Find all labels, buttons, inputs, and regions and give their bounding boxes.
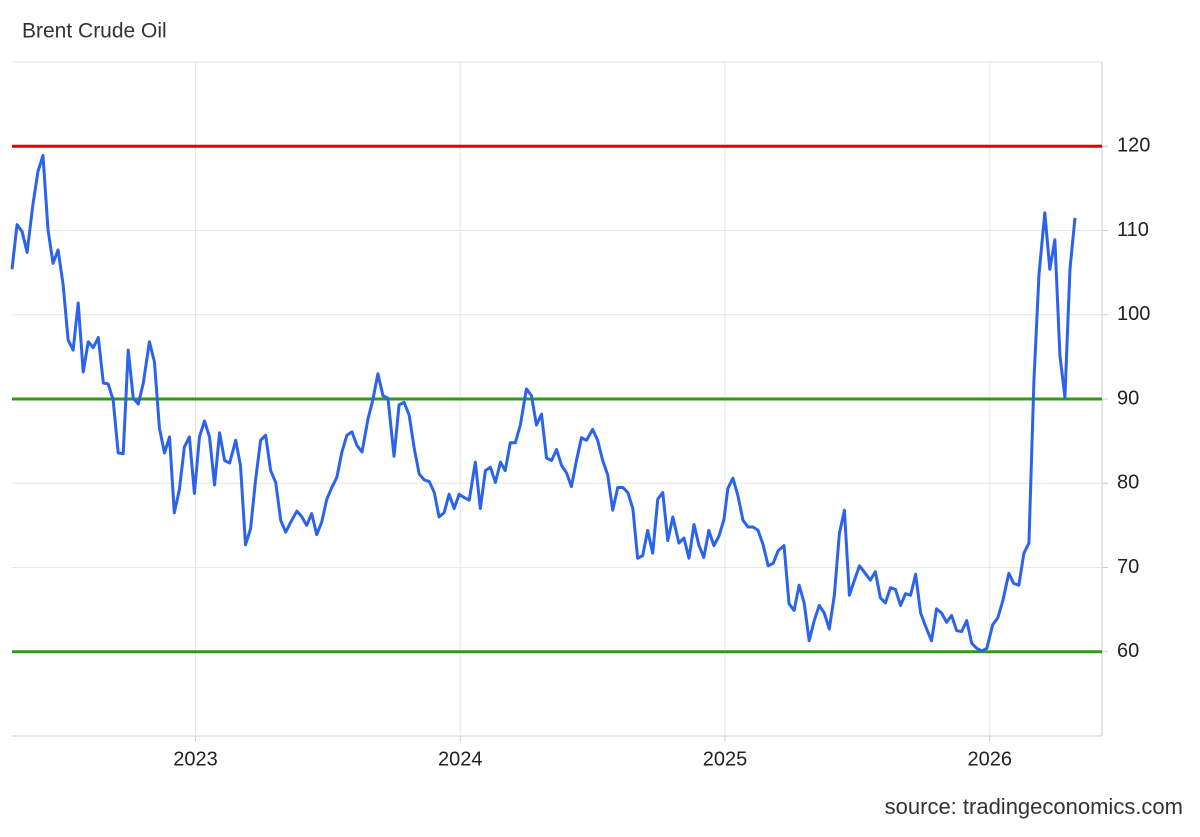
y-tick-label: 80 (1117, 472, 1139, 494)
x-tick-label: 2024 (438, 748, 483, 770)
source: source: tradingeconomics.com (885, 794, 1183, 819)
y-tick-label: 100 (1117, 303, 1150, 325)
chart-title: Brent Crude Oil (22, 20, 167, 43)
y-tick-label: 110 (1117, 219, 1149, 241)
y-tick-label: 70 (1117, 556, 1139, 578)
x-tick-label: 2026 (967, 748, 1012, 770)
series-line (10, 154, 1077, 653)
y-tick-label: 60 (1117, 640, 1139, 662)
y-tick-label: 90 (1117, 387, 1139, 409)
x-tick-label: 2025 (703, 748, 748, 770)
x-tick-label: 2023 (173, 748, 218, 770)
y-tick-label: 120 (1117, 135, 1150, 157)
